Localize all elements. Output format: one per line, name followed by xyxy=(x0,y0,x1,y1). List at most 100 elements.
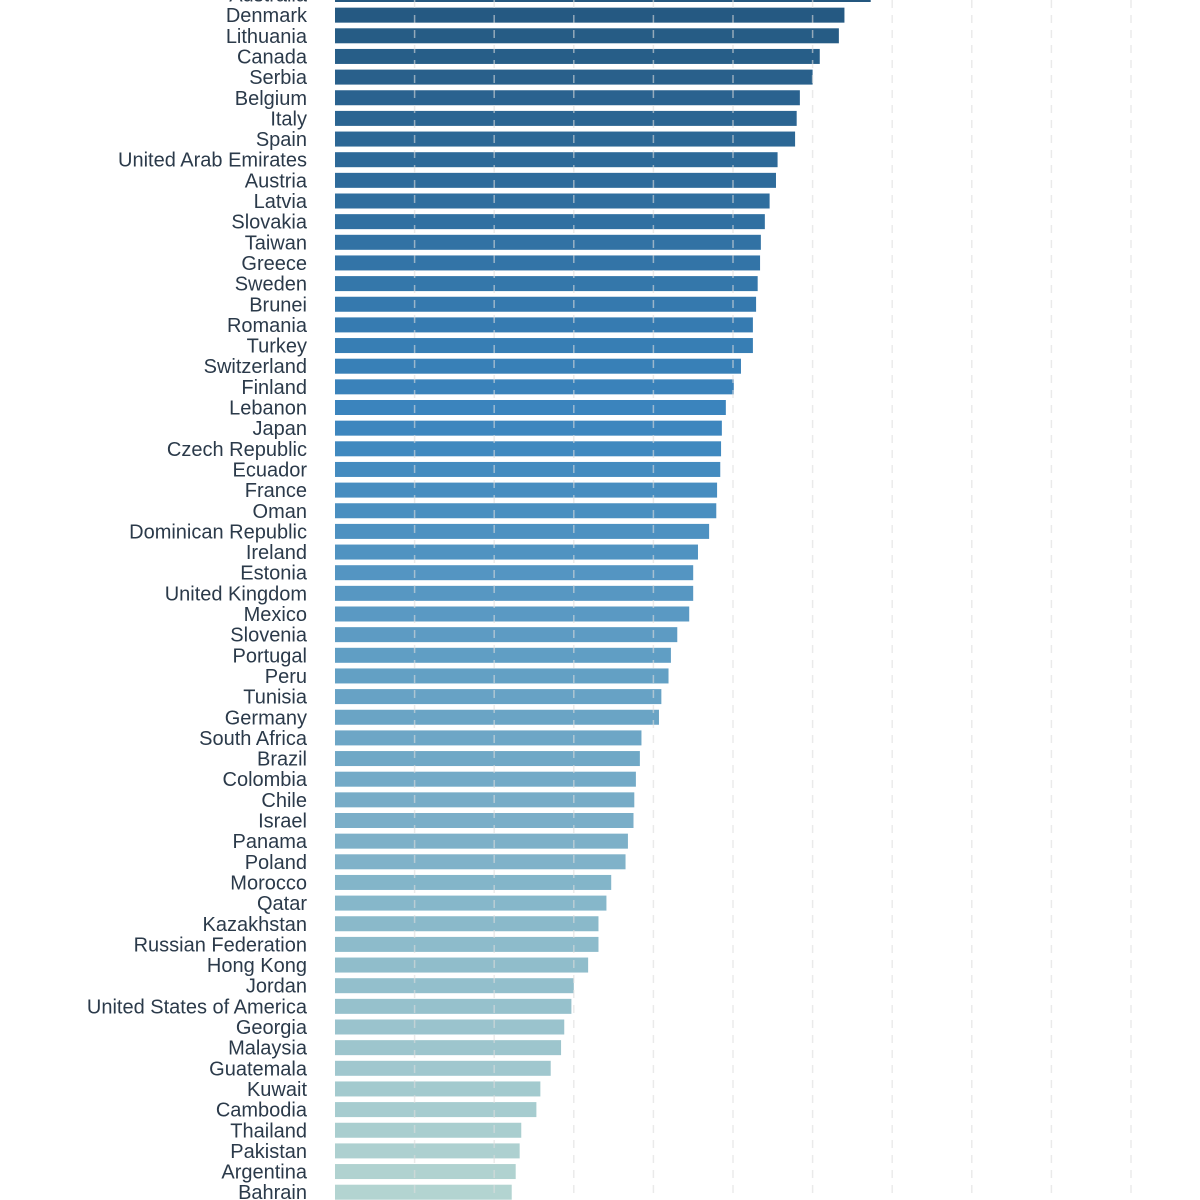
category-label: Australia xyxy=(229,0,308,7)
category-label: Canada xyxy=(237,46,308,68)
bar-belgium xyxy=(335,90,800,106)
category-label: Kuwait xyxy=(247,1079,307,1101)
bar-thailand xyxy=(335,1122,522,1138)
bar-ecuador xyxy=(335,461,721,477)
category-label: Chile xyxy=(261,790,307,812)
bar-greece xyxy=(335,255,761,271)
category-labels-group: AustraliaDenmarkLithuaniaCanadaSerbiaBel… xyxy=(87,0,308,1200)
category-label: Finland xyxy=(241,377,307,399)
bar-qatar xyxy=(335,895,607,911)
bar-sweden xyxy=(335,276,758,292)
bar-denmark xyxy=(335,7,845,23)
bar-united-arab-emirates xyxy=(335,152,778,168)
bar-panama xyxy=(335,833,628,849)
category-label: Qatar xyxy=(257,893,307,915)
bar-latvia xyxy=(335,193,770,209)
category-label: Argentina xyxy=(221,1162,307,1184)
category-label: Georgia xyxy=(236,1017,308,1039)
category-label: South Africa xyxy=(199,728,308,750)
category-label: Guatemala xyxy=(209,1058,308,1080)
bar-south-africa xyxy=(335,730,642,746)
bar-turkey xyxy=(335,338,753,354)
bar-taiwan xyxy=(335,234,761,250)
bar-japan xyxy=(335,420,722,436)
category-label: Czech Republic xyxy=(167,439,307,461)
category-label: Turkey xyxy=(247,336,307,358)
bar-united-kingdom xyxy=(335,585,694,601)
category-label: Thailand xyxy=(230,1120,307,1142)
bar-bahrain xyxy=(335,1184,512,1200)
bar-lebanon xyxy=(335,400,726,415)
bar-canada xyxy=(335,48,820,64)
category-label: Dominican Republic xyxy=(129,521,307,543)
category-label: Ireland xyxy=(246,542,307,564)
bar-georgia xyxy=(335,1019,565,1035)
bar-spain xyxy=(335,131,796,147)
bar-russian-federation xyxy=(335,936,599,952)
category-label: Romania xyxy=(227,315,308,337)
category-label: United States of America xyxy=(87,996,308,1018)
bar-poland xyxy=(335,854,626,870)
bar-estonia xyxy=(335,565,694,581)
category-label: Peru xyxy=(265,666,307,688)
bar-slovakia xyxy=(335,214,765,230)
bar-italy xyxy=(335,110,797,126)
bar-malaysia xyxy=(335,1040,562,1056)
bars-group xyxy=(335,0,871,1200)
category-label: Russian Federation xyxy=(134,934,307,956)
category-label: Poland xyxy=(245,852,307,874)
category-label: Austria xyxy=(245,170,308,192)
category-label: Slovenia xyxy=(230,625,308,647)
category-label: Colombia xyxy=(223,769,308,791)
bar-finland xyxy=(335,379,734,395)
bar-israel xyxy=(335,813,634,828)
category-label: Lithuania xyxy=(226,26,308,48)
bar-ireland xyxy=(335,544,698,560)
category-label: Italy xyxy=(270,108,307,130)
category-label: Jordan xyxy=(246,976,307,998)
bar-peru xyxy=(335,668,669,684)
category-label: Belgium xyxy=(235,88,307,110)
bar-austria xyxy=(335,172,776,188)
category-label: Brunei xyxy=(249,294,307,316)
category-label: Kazakhstan xyxy=(202,914,307,936)
category-label: Taiwan xyxy=(245,232,307,254)
bar-pakistan xyxy=(335,1143,520,1159)
bar-brunei xyxy=(335,296,757,312)
category-label: Spain xyxy=(256,129,307,151)
bar-lithuania xyxy=(335,28,839,44)
bar-morocco xyxy=(335,874,612,890)
bar-united-states-of-america xyxy=(335,998,572,1014)
bar-hong-kong xyxy=(335,957,589,973)
category-label: Slovakia xyxy=(231,212,307,234)
bar-australia xyxy=(335,0,871,2)
bar-kuwait xyxy=(335,1081,541,1097)
category-label: Germany xyxy=(225,707,307,729)
category-label: Estonia xyxy=(240,563,308,585)
bar-mexico xyxy=(335,606,690,622)
category-label: Bahrain xyxy=(238,1182,307,1200)
bar-france xyxy=(335,482,718,498)
bar-slovenia xyxy=(335,627,678,643)
category-label: France xyxy=(245,480,307,502)
category-label: Ecuador xyxy=(233,459,308,481)
bar-cambodia xyxy=(335,1102,537,1118)
category-label: Tunisia xyxy=(243,687,308,709)
bar-chile xyxy=(335,792,635,808)
category-label: Hong Kong xyxy=(207,955,307,977)
category-label: Panama xyxy=(233,831,308,853)
category-label: Serbia xyxy=(249,67,308,89)
gridlines-group xyxy=(413,0,1132,1200)
category-label: Lebanon xyxy=(229,398,307,420)
category-label: Israel xyxy=(258,811,307,833)
category-label: Brazil xyxy=(257,749,307,771)
category-label: Oman xyxy=(253,501,307,523)
bar-oman xyxy=(335,503,717,519)
bar-czech-republic xyxy=(335,441,722,457)
bar-brazil xyxy=(335,751,640,767)
bar-argentina xyxy=(335,1164,516,1180)
bar-portugal xyxy=(335,647,671,663)
bar-colombia xyxy=(335,771,636,787)
category-label: Japan xyxy=(253,418,308,440)
